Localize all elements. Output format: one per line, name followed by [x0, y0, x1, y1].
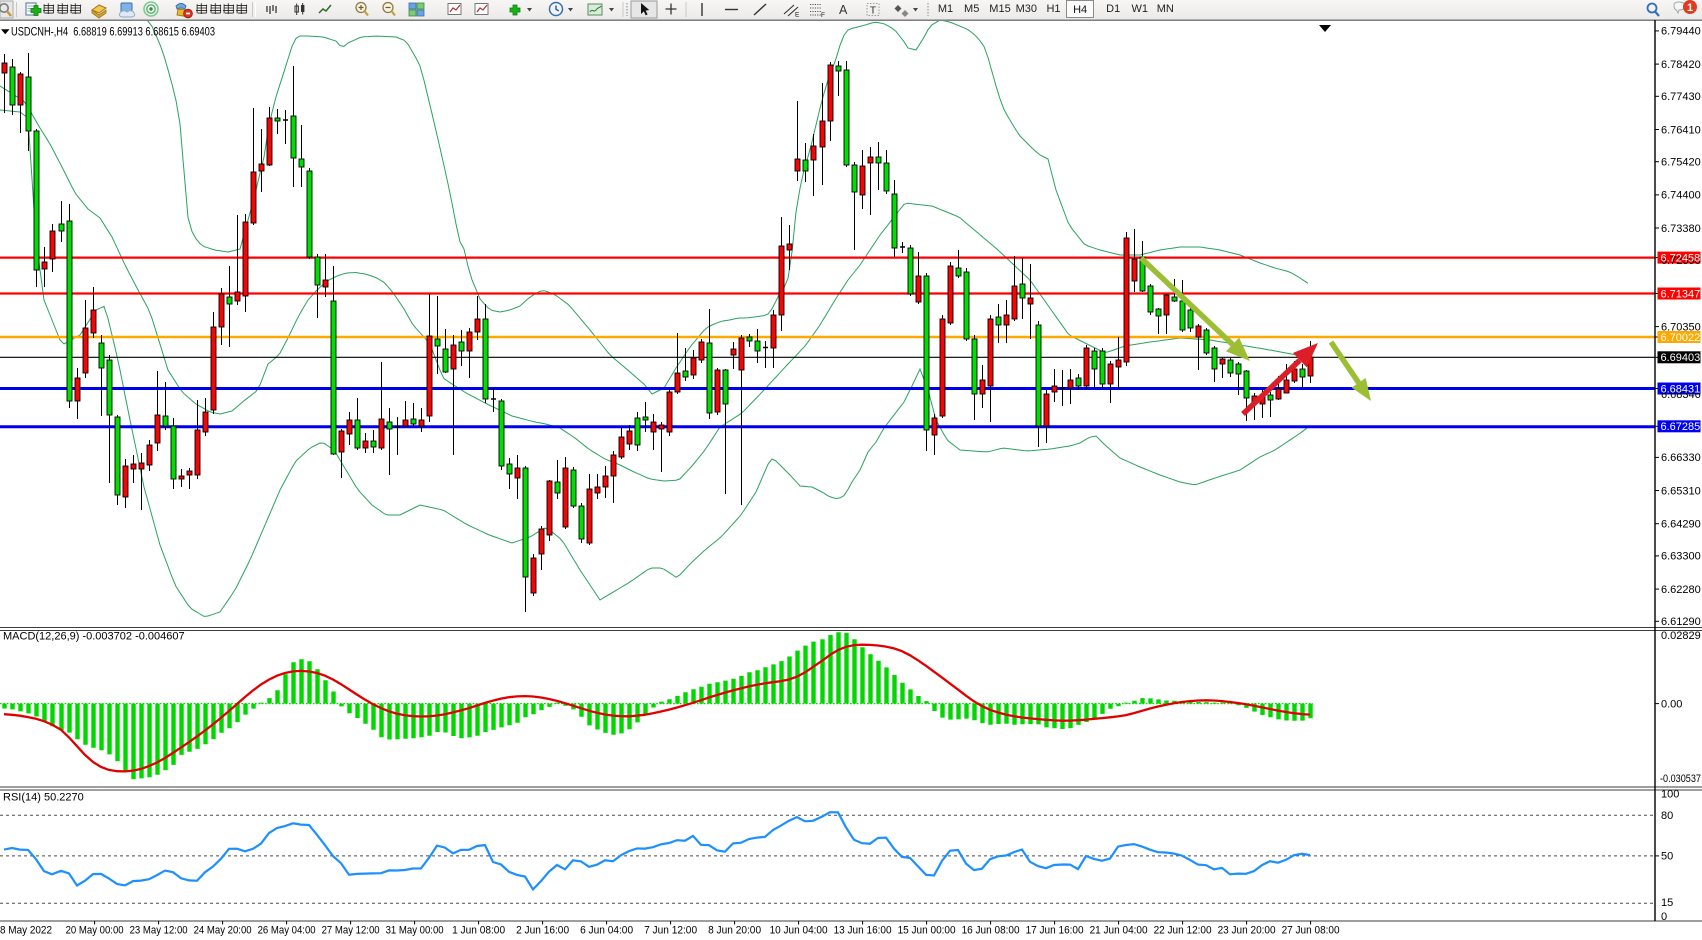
svg-text:23 Jun 20:00: 23 Jun 20:00	[1218, 925, 1276, 937]
svg-text:16 Jun 08:00: 16 Jun 08:00	[962, 925, 1020, 937]
svg-text:0.00: 0.00	[1661, 698, 1682, 710]
svg-text:6.66330: 6.66330	[1661, 452, 1701, 464]
svg-text:21 Jun 04:00: 21 Jun 04:00	[1090, 925, 1148, 937]
svg-text:F: F	[821, 12, 825, 19]
svg-text:6.65310: 6.65310	[1661, 485, 1701, 497]
svg-text:27 Jun 08:00: 27 Jun 08:00	[1282, 925, 1340, 937]
svg-text:6.62280: 6.62280	[1661, 584, 1701, 596]
svg-text:-0.030537: -0.030537	[1660, 773, 1701, 785]
svg-text:MACD(12,26,9) -0.003702 -0.004: MACD(12,26,9) -0.003702 -0.004607	[3, 631, 185, 643]
svg-text:6.74400: 6.74400	[1661, 190, 1701, 202]
svg-text:6.71347: 6.71347	[1661, 288, 1701, 300]
svg-text:20 May 00:00: 20 May 00:00	[66, 925, 124, 937]
svg-text:17 Jun 16:00: 17 Jun 16:00	[1026, 925, 1084, 937]
svg-text:100: 100	[1661, 788, 1679, 800]
svg-text:6.77430: 6.77430	[1661, 91, 1701, 103]
svg-text:50: 50	[1661, 851, 1673, 863]
svg-text:6.61290: 6.61290	[1661, 616, 1701, 628]
svg-text:22 Jun 12:00: 22 Jun 12:00	[1154, 925, 1212, 937]
svg-text:24 May 20:00: 24 May 20:00	[194, 925, 252, 937]
svg-text:0: 0	[1661, 911, 1667, 923]
svg-text:A: A	[839, 3, 848, 17]
svg-text:13 Jun 16:00: 13 Jun 16:00	[834, 925, 892, 937]
svg-text:6.67285: 6.67285	[1661, 421, 1701, 433]
svg-text:8 May 2022: 8 May 2022	[0, 925, 52, 937]
svg-text:31 May 00:00: 31 May 00:00	[386, 925, 444, 937]
svg-text:6.72458: 6.72458	[1661, 253, 1701, 265]
svg-text:6.64290: 6.64290	[1661, 519, 1701, 531]
svg-text:6.68346: 6.68346	[1661, 389, 1701, 401]
svg-text:6.63300: 6.63300	[1661, 551, 1701, 563]
svg-text:26 May 04:00: 26 May 04:00	[258, 925, 316, 937]
svg-text:6.78420: 6.78420	[1661, 59, 1701, 71]
svg-text:6.73380: 6.73380	[1661, 223, 1701, 235]
svg-text:6.76410: 6.76410	[1661, 124, 1701, 136]
svg-text:23 May 12:00: 23 May 12:00	[130, 925, 188, 937]
svg-text:80: 80	[1661, 810, 1673, 822]
svg-text:6.69403: 6.69403	[1661, 352, 1701, 364]
svg-text:1 Jun 08:00: 1 Jun 08:00	[452, 925, 505, 937]
svg-text:6.79440: 6.79440	[1661, 26, 1701, 38]
svg-text:T: T	[870, 5, 877, 17]
svg-text:1: 1	[1687, 2, 1693, 14]
svg-text:8 Jun 20:00: 8 Jun 20:00	[708, 925, 761, 937]
svg-text:0.02829: 0.02829	[1661, 630, 1701, 642]
svg-text:15: 15	[1661, 897, 1673, 909]
svg-text:27 May 12:00: 27 May 12:00	[322, 925, 380, 937]
svg-text:6.75420: 6.75420	[1661, 157, 1701, 169]
svg-text:6.70022: 6.70022	[1661, 332, 1701, 344]
svg-text:6 Jun 04:00: 6 Jun 04:00	[580, 925, 633, 937]
svg-text:2 Jun 16:00: 2 Jun 16:00	[516, 925, 569, 937]
svg-text:6.68431: 6.68431	[1661, 383, 1701, 395]
svg-text:USDCNH-,H4 6.68819 6.69913 6.: USDCNH-,H4 6.68819 6.69913 6.68615 6.694…	[11, 27, 215, 39]
svg-text:E: E	[795, 12, 800, 19]
svg-text:6.70350: 6.70350	[1661, 321, 1701, 333]
svg-text:7 Jun 12:00: 7 Jun 12:00	[644, 925, 697, 937]
svg-text:6.72390: 6.72390	[1661, 255, 1701, 267]
svg-text:RSI(14) 50.2270: RSI(14) 50.2270	[3, 792, 84, 804]
svg-text:10 Jun 04:00: 10 Jun 04:00	[770, 925, 828, 937]
svg-text:15 Jun 00:00: 15 Jun 00:00	[898, 925, 956, 937]
